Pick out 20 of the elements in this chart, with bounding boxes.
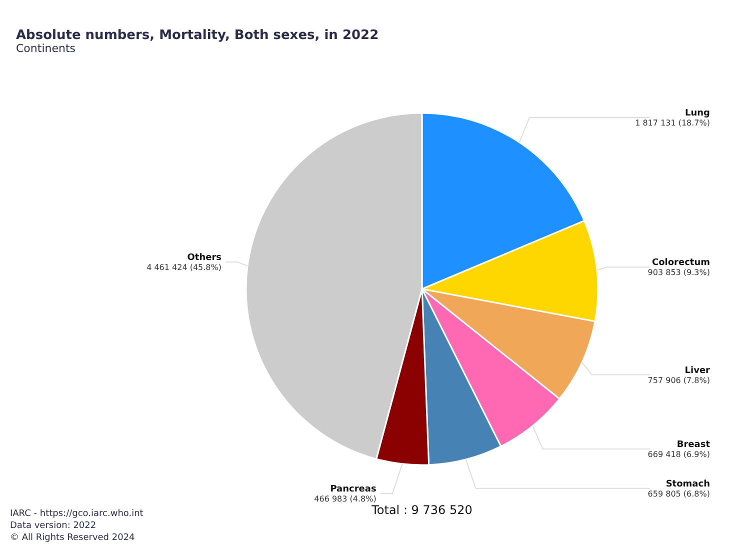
text: Data version: 2022 — [10, 521, 96, 531]
slice-label: Lung — [685, 108, 710, 118]
slice-label: Liver — [684, 366, 711, 376]
data-label: 466 983 (4.8%) — [314, 494, 376, 504]
data-label: 757 906 (7.8%) — [648, 376, 710, 385]
slice-label: Colorectum — [652, 258, 710, 268]
text: IARC - https://gco.iarc.who.int — [10, 509, 144, 519]
slice-label: Stomach — [666, 479, 710, 490]
data-label: 903 853 (9.3%) — [648, 268, 710, 278]
data-label: 669 418 (6.9%) — [648, 450, 710, 460]
data-label: 659 805 (6.8%) — [648, 489, 710, 498]
chart-title: Absolute numbers, Mortality, Both sexes, in 2022 — [16, 28, 379, 43]
data-label: 4 461 424 (45.8%) — [146, 263, 222, 272]
text: Continents — [16, 42, 76, 55]
text: © All Rights Reserved 2024 — [10, 533, 136, 543]
slice-label: Breast — [676, 440, 711, 450]
slice-label: Pancreas — [330, 484, 376, 495]
slice-label: Others — [187, 253, 222, 264]
text: Total : 9 736 520 — [370, 503, 472, 517]
data-label: 1 817 131 (18.7%) — [635, 118, 710, 128]
